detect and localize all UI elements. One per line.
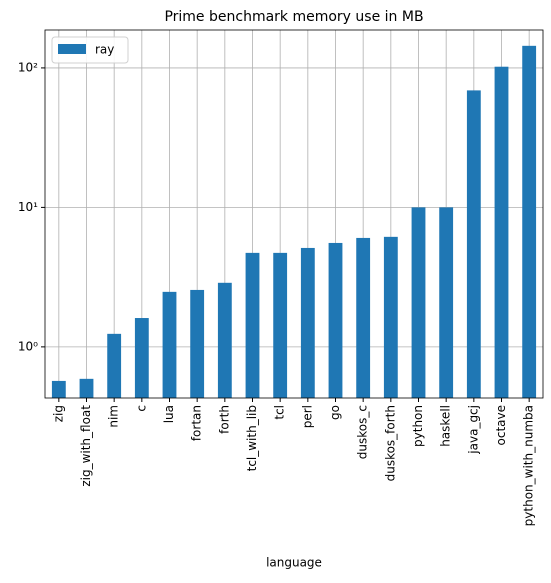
x-tick-label: zig_with_float [79,405,93,487]
bar [411,207,426,398]
bar [494,66,509,398]
bar [439,207,454,398]
x-axis-label: language [266,556,322,570]
bar [273,252,288,398]
x-tick-label: python_with_numba [522,405,536,526]
x-tick-label: fortan [190,405,204,441]
x-tick-label: java_gcj [466,405,480,455]
x-tick-label: nim [107,405,121,428]
bar [79,378,94,398]
legend-box [51,36,129,64]
bar [245,252,260,398]
x-tick-label: c [134,405,148,412]
x-tick-label: go [328,405,342,420]
bar [51,380,66,398]
y-tick-label: 10² [18,60,38,74]
bar [383,236,398,398]
plot-frame [44,29,544,399]
bar [356,237,371,398]
bar [134,318,149,398]
legend-label: ray [95,43,114,57]
x-tick-label: tcl_with_lib [245,405,259,471]
bar [300,247,315,398]
chart-title: Prime benchmark memory use in MB [164,9,423,25]
legend-swatch [58,44,86,54]
x-tick-label: octave [494,405,508,445]
bar [466,90,481,399]
x-tick-label: forth [217,405,231,434]
x-tick-label: duskos_forth [383,405,397,481]
bar [162,291,177,398]
bar [107,333,122,398]
x-tick-label: perl [300,405,314,428]
y-tick-label: 10⁰ [18,339,38,353]
x-tick-label: python [411,405,425,447]
x-tick-label: duskos_c [356,405,370,459]
y-tick-label: 10¹ [18,200,38,214]
x-tick-label: haskell [439,405,453,447]
x-tick-label: zig [51,405,65,422]
bar [190,289,205,398]
bar [217,282,232,398]
bar [328,242,343,398]
x-tick-label: lua [162,405,176,423]
bar [522,45,537,398]
x-tick-label: tcl [273,405,287,420]
